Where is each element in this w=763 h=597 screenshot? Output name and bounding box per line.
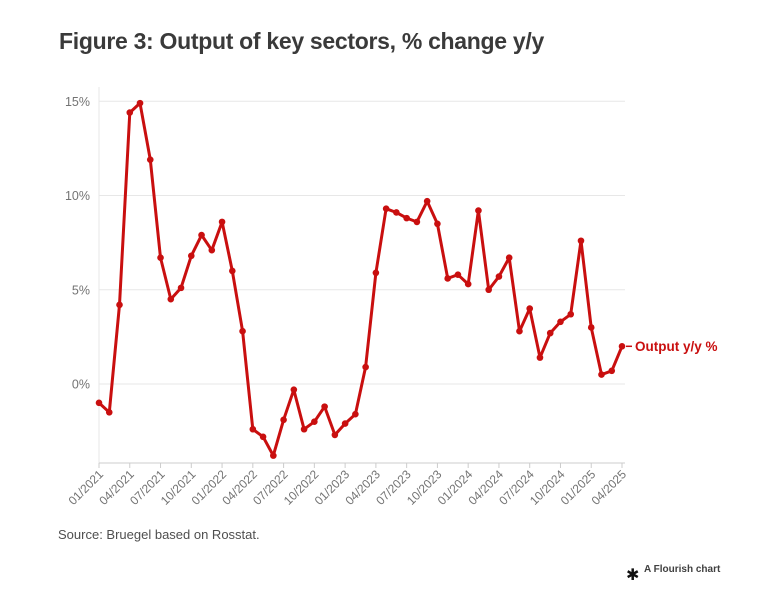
data-point[interactable] [485, 286, 492, 294]
data-point[interactable] [505, 254, 513, 262]
data-point[interactable] [495, 273, 503, 280]
data-point[interactable] [290, 386, 298, 393]
data-line [97, 101, 624, 458]
data-point[interactable] [105, 408, 113, 416]
data-point[interactable] [475, 207, 482, 214]
chart-title: Figure 3: Output of key sectors, % chang… [59, 28, 544, 54]
data-point[interactable] [198, 231, 205, 239]
series-end-label: Output y/y % [635, 339, 718, 354]
data-point[interactable] [157, 254, 164, 262]
y-tick-label: 15% [65, 95, 90, 109]
x-tick-label: 04/2025 [589, 467, 630, 508]
data-point[interactable] [526, 305, 534, 312]
data-point[interactable] [146, 156, 154, 163]
data-point[interactable] [95, 399, 103, 407]
y-tick-label: 5% [72, 283, 90, 297]
data-point[interactable] [618, 343, 626, 350]
data-point[interactable] [218, 218, 226, 226]
data-point[interactable] [516, 327, 523, 335]
data-point[interactable] [208, 246, 216, 254]
data-point[interactable] [372, 269, 380, 277]
data-point[interactable] [567, 310, 575, 318]
data-point[interactable] [116, 301, 123, 309]
data-point[interactable] [300, 425, 308, 433]
data-point[interactable] [362, 363, 369, 371]
data-point[interactable] [464, 280, 472, 288]
data-point[interactable] [403, 214, 410, 222]
data-point[interactable] [434, 220, 441, 228]
data-point[interactable] [270, 452, 277, 459]
data-point[interactable] [577, 237, 585, 245]
data-point[interactable] [546, 329, 554, 337]
y-tick-label: 0% [72, 378, 90, 392]
data-point[interactable] [321, 403, 328, 410]
data-point[interactable] [454, 271, 462, 278]
data-point[interactable] [177, 284, 185, 292]
data-point[interactable] [557, 318, 564, 326]
flourish-credit-link[interactable]: ✱ A Flourish chart [624, 562, 754, 588]
data-point[interactable] [382, 205, 390, 212]
asterisk-star-icon: ✱ [626, 567, 640, 584]
data-point[interactable] [126, 109, 134, 116]
data-point[interactable] [341, 420, 349, 427]
data-point[interactable] [413, 218, 421, 226]
data-point[interactable] [608, 367, 616, 375]
data-point[interactable] [444, 275, 451, 282]
data-point[interactable] [167, 295, 175, 303]
data-point[interactable] [536, 354, 544, 361]
data-point[interactable] [239, 327, 246, 335]
data-point[interactable] [331, 431, 339, 439]
flourish-credit-label: A Flourish chart [644, 564, 721, 575]
data-point[interactable] [136, 99, 144, 107]
source-note: Source: Bruegel based on Rosstat. [58, 527, 260, 542]
data-point[interactable] [259, 433, 267, 441]
data-point[interactable] [249, 425, 257, 433]
data-point[interactable] [229, 267, 236, 275]
data-point[interactable] [587, 324, 595, 331]
data-point[interactable] [280, 416, 287, 424]
data-point[interactable] [352, 410, 359, 418]
data-point[interactable] [598, 371, 605, 378]
data-point[interactable] [311, 418, 318, 426]
data-point[interactable] [423, 197, 431, 205]
data-point[interactable] [393, 209, 400, 216]
y-tick-label: 10% [65, 189, 90, 203]
line-chart-canvas: 0%5%10%15%01/202104/202107/202110/202101… [65, 87, 718, 508]
data-point[interactable] [187, 252, 195, 260]
